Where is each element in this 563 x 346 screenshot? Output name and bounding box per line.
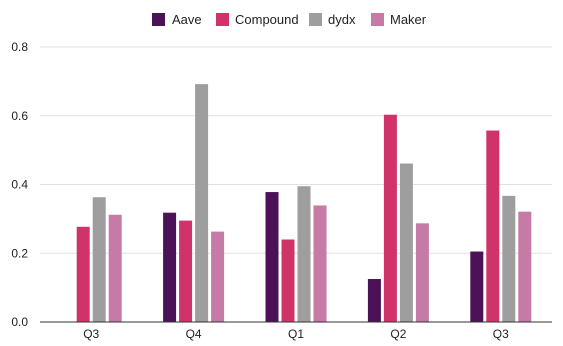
y-tick-label: 0.0 [11, 315, 28, 329]
bar-dydx-1 [195, 84, 209, 322]
bar-compound-4 [486, 130, 500, 322]
bar-compound-1 [179, 220, 193, 322]
axes: 0.0 0.2 0.4 0.6 0.8 Q3 Q4 Q1 Q2 Q3 [11, 40, 552, 341]
legend-swatch-maker [371, 13, 384, 26]
legend-swatch-compound [216, 13, 229, 26]
bar-maker-3 [415, 223, 429, 322]
bar-dydx-4 [502, 195, 516, 322]
bar-dydx-2 [297, 186, 311, 322]
legend-swatch-aave [152, 13, 165, 26]
legend: Aave Compound dydx Maker [152, 12, 427, 27]
x-tick-label: Q1 [288, 327, 304, 341]
legend-label-dydx: dydx [328, 12, 356, 27]
bar-maker-2 [313, 205, 327, 322]
bar-aave-2 [265, 192, 279, 322]
x-tick-label: Q3 [493, 327, 509, 341]
legend-label-aave: Aave [172, 12, 202, 27]
legend-swatch-dydx [309, 13, 322, 26]
bars [76, 84, 532, 322]
y-tick-label: 0.2 [11, 246, 28, 260]
bar-aave-1 [163, 212, 177, 322]
bar-maker-0 [108, 214, 122, 322]
x-tick-label: Q2 [390, 327, 406, 341]
legend-label-maker: Maker [390, 12, 427, 27]
bar-aave-4 [470, 251, 484, 322]
bar-maker-4 [518, 211, 532, 322]
x-tick-label: Q4 [186, 327, 202, 341]
bar-compound-0 [76, 226, 90, 322]
bar-compound-2 [281, 239, 295, 322]
x-tick-label: Q3 [83, 327, 99, 341]
gridlines [40, 46, 552, 254]
y-tick-label: 0.4 [11, 178, 28, 192]
bar-maker-1 [211, 231, 225, 322]
bar-dydx-0 [92, 197, 106, 322]
bar-compound-3 [383, 114, 397, 322]
bar-dydx-3 [399, 163, 413, 322]
y-tick-label: 0.6 [11, 109, 28, 123]
legend-label-compound: Compound [235, 12, 299, 27]
y-tick-label: 0.8 [11, 40, 28, 54]
bar-aave-3 [367, 279, 381, 322]
